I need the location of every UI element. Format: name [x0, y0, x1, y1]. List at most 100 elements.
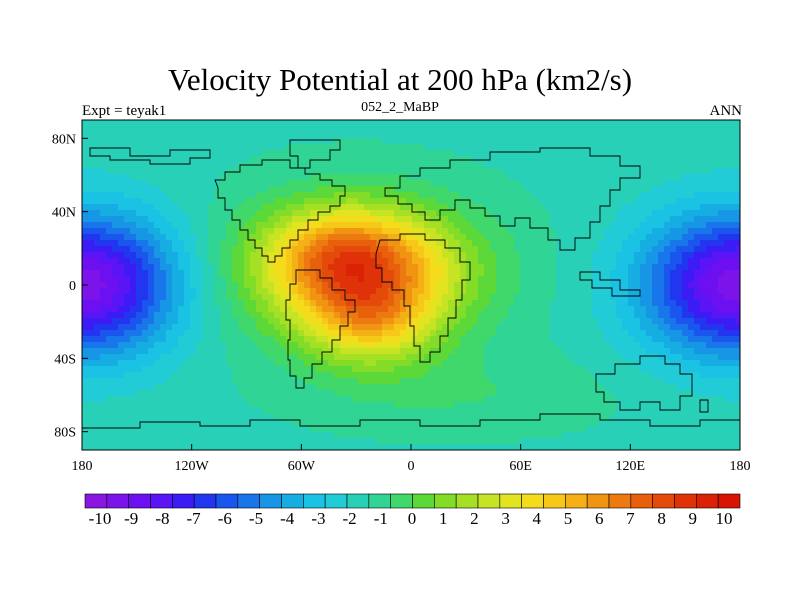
- field-cell: [574, 270, 581, 277]
- field-cell: [286, 162, 293, 169]
- field-cell: [430, 276, 437, 283]
- field-cell: [208, 138, 215, 145]
- field-cell: [466, 186, 473, 193]
- field-cell: [700, 294, 707, 301]
- field-cell: [148, 348, 155, 355]
- field-cell: [664, 252, 671, 259]
- field-cell: [406, 150, 413, 157]
- field-cell: [322, 168, 329, 175]
- field-cell: [718, 354, 725, 361]
- field-cell: [250, 120, 257, 127]
- field-cell: [334, 366, 341, 373]
- field-cell: [622, 360, 629, 367]
- field-cell: [250, 294, 257, 301]
- field-cell: [544, 372, 551, 379]
- field-cell: [394, 312, 401, 319]
- field-cell: [718, 264, 725, 271]
- field-cell: [544, 300, 551, 307]
- field-cell: [490, 336, 497, 343]
- field-cell: [700, 198, 707, 205]
- field-cell: [478, 360, 485, 367]
- field-cell: [412, 384, 419, 391]
- field-cell: [706, 180, 713, 187]
- field-cell: [130, 120, 137, 127]
- field-cell: [466, 216, 473, 223]
- field-cell: [160, 372, 167, 379]
- field-cell: [256, 258, 263, 265]
- field-cell: [556, 264, 563, 271]
- field-cell: [406, 186, 413, 193]
- field-cell: [724, 180, 731, 187]
- field-cell: [238, 192, 245, 199]
- field-cell: [670, 252, 677, 259]
- field-cell: [112, 180, 119, 187]
- field-cell: [406, 342, 413, 349]
- field-cell: [100, 276, 107, 283]
- field-cell: [334, 204, 341, 211]
- field-cell: [466, 276, 473, 283]
- field-cell: [496, 180, 503, 187]
- field-cell: [238, 390, 245, 397]
- field-cell: [472, 348, 479, 355]
- field-cell: [376, 342, 383, 349]
- field-cell: [286, 324, 293, 331]
- field-cell: [202, 378, 209, 385]
- field-cell: [190, 180, 197, 187]
- field-cell: [520, 234, 527, 241]
- field-cell: [130, 228, 137, 235]
- field-cell: [292, 306, 299, 313]
- field-cell: [514, 270, 521, 277]
- field-cell: [628, 144, 635, 151]
- field-cell: [208, 240, 215, 247]
- field-cell: [520, 318, 527, 325]
- field-cell: [100, 138, 107, 145]
- field-cell: [442, 330, 449, 337]
- field-cell: [472, 330, 479, 337]
- field-cell: [622, 258, 629, 265]
- field-cell: [274, 294, 281, 301]
- field-cell: [694, 132, 701, 139]
- field-cell: [502, 168, 509, 175]
- field-cell: [718, 240, 725, 247]
- field-cell: [328, 312, 335, 319]
- field-cell: [454, 366, 461, 373]
- field-cell: [544, 126, 551, 133]
- field-cell: [508, 366, 515, 373]
- field-cell: [658, 366, 665, 373]
- field-cell: [700, 144, 707, 151]
- field-cell: [208, 204, 215, 211]
- field-cell: [376, 282, 383, 289]
- field-cell: [82, 126, 89, 133]
- field-cell: [94, 384, 101, 391]
- field-cell: [172, 312, 179, 319]
- field-cell: [478, 306, 485, 313]
- field-cell: [496, 324, 503, 331]
- field-cell: [622, 288, 629, 295]
- field-cell: [562, 252, 569, 259]
- field-cell: [94, 342, 101, 349]
- field-cell: [370, 198, 377, 205]
- field-cell: [712, 312, 719, 319]
- field-cell: [604, 144, 611, 151]
- field-cell: [436, 174, 443, 181]
- field-cell: [292, 366, 299, 373]
- field-cell: [466, 144, 473, 151]
- field-cell: [574, 240, 581, 247]
- field-cell: [568, 312, 575, 319]
- field-cell: [448, 174, 455, 181]
- field-cell: [154, 144, 161, 151]
- field-cell: [538, 270, 545, 277]
- field-cell: [304, 198, 311, 205]
- field-cell: [118, 198, 125, 205]
- field-cell: [640, 342, 647, 349]
- field-cell: [82, 150, 89, 157]
- field-cell: [712, 300, 719, 307]
- field-cell: [184, 126, 191, 133]
- field-cell: [250, 216, 257, 223]
- field-cell: [694, 318, 701, 325]
- field-cell: [712, 180, 719, 187]
- field-cell: [670, 354, 677, 361]
- field-cell: [484, 246, 491, 253]
- field-cell: [112, 336, 119, 343]
- field-cell: [466, 336, 473, 343]
